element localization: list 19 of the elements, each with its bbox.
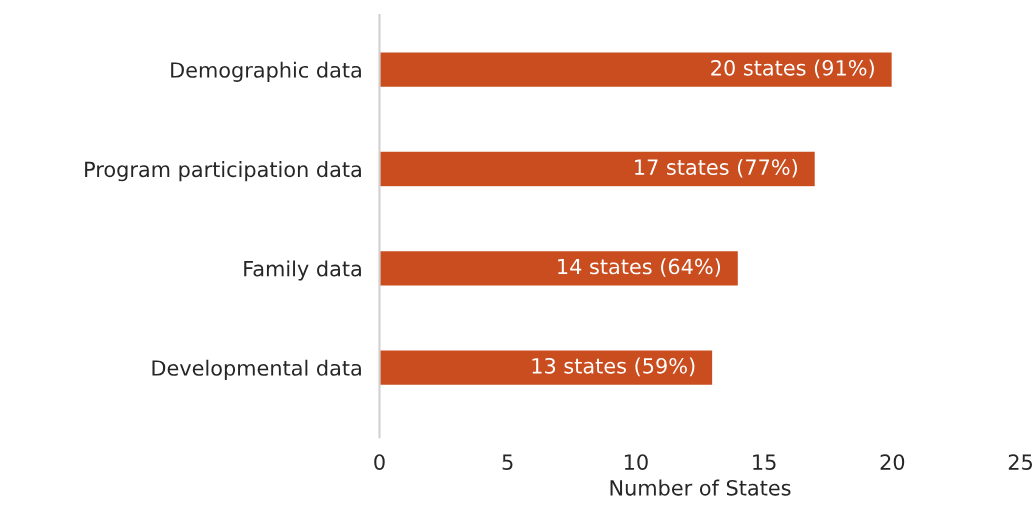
y-tick-label: Program participation data xyxy=(85,161,361,182)
x-tick-label: 20 xyxy=(880,454,905,470)
x-axis-title: Number of States xyxy=(610,479,791,496)
x-tick-label: 10 xyxy=(624,454,648,470)
bar xyxy=(379,150,817,188)
data-label: 17 states (77%) xyxy=(635,158,797,178)
x-tick-label: 25 xyxy=(1008,454,1032,470)
data-label: 14 states (64%) xyxy=(558,258,721,277)
y-tick-label: Demographic data xyxy=(171,61,361,82)
y-tick-label: Family data xyxy=(244,260,361,281)
x-tick-label: 5 xyxy=(502,454,513,470)
y-tick-label: Developmental data xyxy=(152,359,361,380)
bar xyxy=(379,249,740,287)
bar xyxy=(379,51,894,89)
x-tick-label: 15 xyxy=(753,454,776,470)
x-tick-label: 0 xyxy=(374,454,385,470)
bar xyxy=(379,349,714,387)
data-label: 20 states (91%) xyxy=(711,59,874,79)
data-label: 13 states (59%) xyxy=(532,357,695,377)
